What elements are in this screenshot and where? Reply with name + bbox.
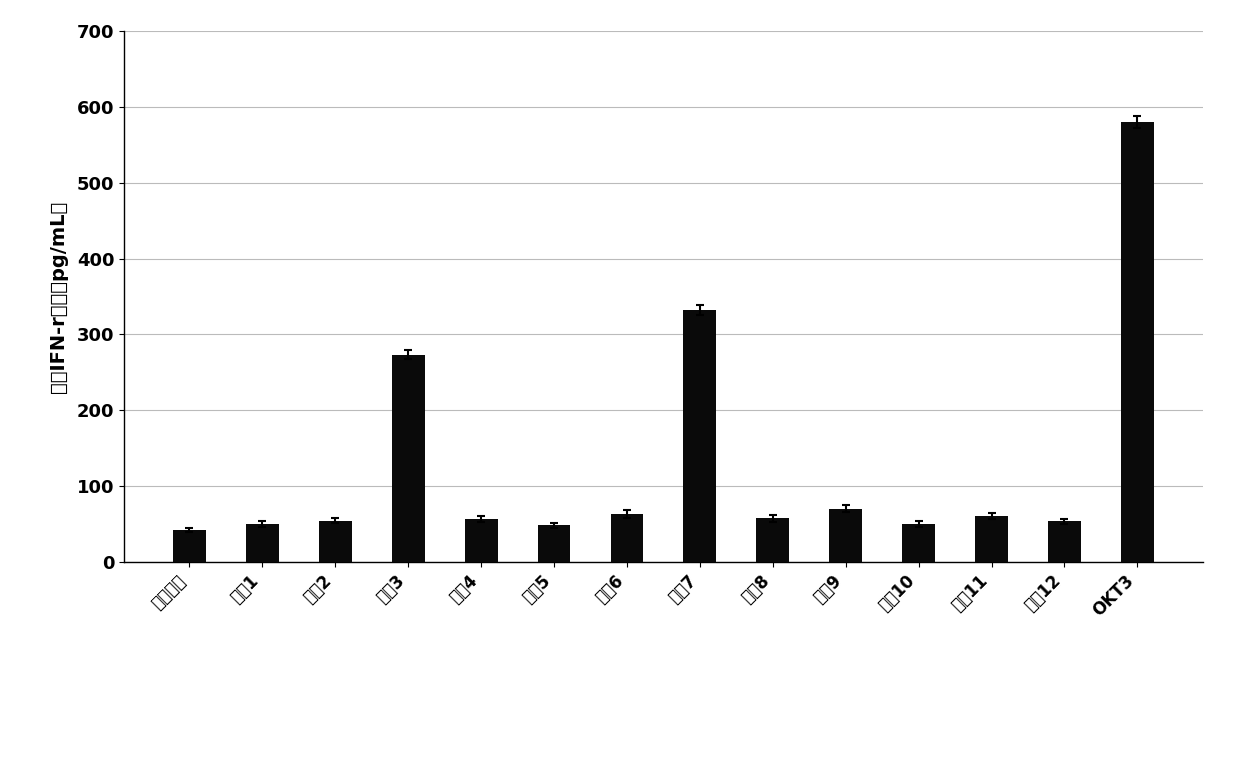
Bar [975, 516, 1008, 562]
Bar [830, 509, 862, 562]
Bar [465, 519, 497, 562]
Bar [392, 355, 424, 562]
Bar [610, 514, 644, 562]
Bar [319, 521, 352, 562]
Bar [538, 525, 570, 562]
Bar [246, 523, 279, 562]
Y-axis label: 释放IFN-r浓度（pg/mL）: 释放IFN-r浓度（pg/mL） [50, 200, 68, 392]
Bar [1048, 522, 1081, 562]
Bar [1121, 122, 1153, 562]
Bar [683, 310, 717, 562]
Bar [174, 530, 206, 562]
Bar [903, 523, 935, 562]
Bar [756, 519, 789, 562]
